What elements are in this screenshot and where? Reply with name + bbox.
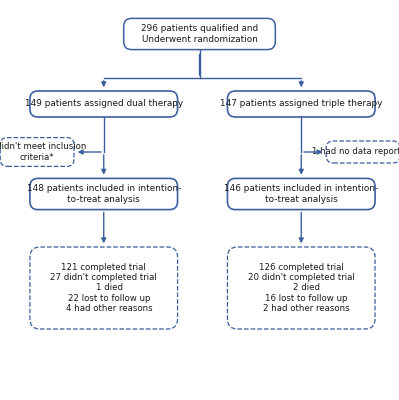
FancyBboxPatch shape	[30, 247, 178, 329]
Text: 146 patients included in intention-
to-treat analysis: 146 patients included in intention- to-t…	[224, 184, 378, 204]
Text: 147 patients assigned triple therapy: 147 patients assigned triple therapy	[220, 100, 382, 108]
FancyBboxPatch shape	[0, 138, 74, 166]
Text: 121 completed trial
27 didn't completed trial
    1 died
    22 lost to follow u: 121 completed trial 27 didn't completed …	[50, 263, 157, 313]
Text: 149 patients assigned dual therapy: 149 patients assigned dual therapy	[25, 100, 183, 108]
FancyBboxPatch shape	[326, 141, 399, 163]
Text: 126 completed trial
20 didn't completed trial
    2 died
    16 lost to follow u: 126 completed trial 20 didn't completed …	[248, 263, 355, 313]
FancyBboxPatch shape	[227, 178, 375, 210]
Text: 1 had no data reportedᵇ: 1 had no data reportedᵇ	[312, 148, 399, 156]
FancyBboxPatch shape	[124, 18, 275, 50]
Text: 296 patients qualified and
Underwent randomization: 296 patients qualified and Underwent ran…	[141, 24, 258, 44]
FancyBboxPatch shape	[30, 178, 178, 210]
FancyBboxPatch shape	[30, 91, 178, 117]
Text: 1 didn't meet inclusion
criteria*: 1 didn't meet inclusion criteria*	[0, 142, 86, 162]
FancyBboxPatch shape	[227, 247, 375, 329]
Text: 148 patients included in intention-
to-treat analysis: 148 patients included in intention- to-t…	[27, 184, 181, 204]
FancyBboxPatch shape	[227, 91, 375, 117]
